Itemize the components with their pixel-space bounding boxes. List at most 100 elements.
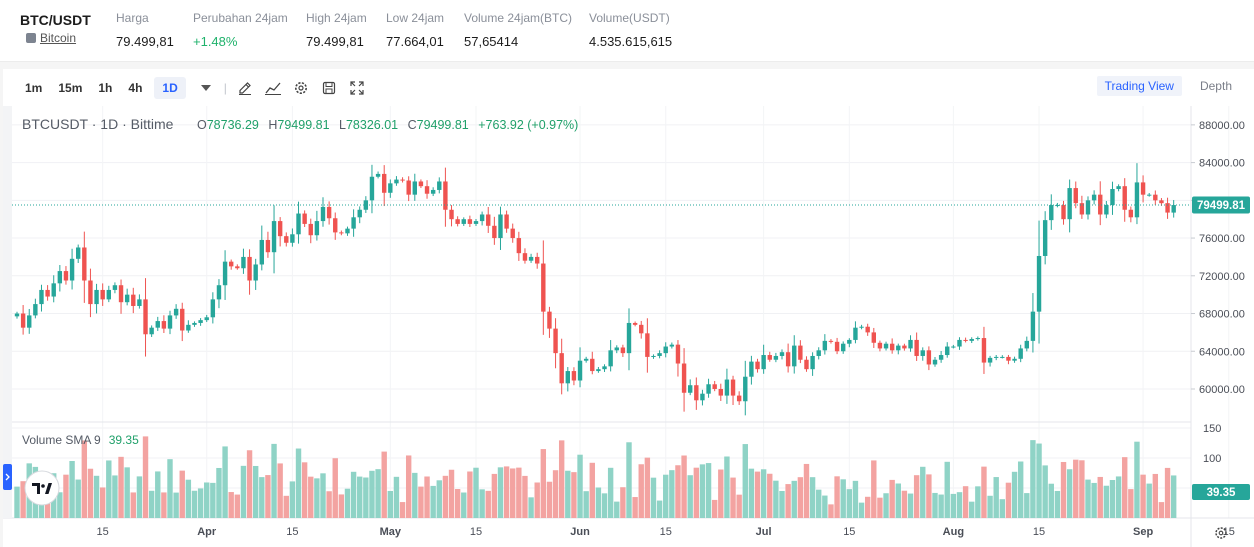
candle-body xyxy=(45,289,50,297)
candle-body xyxy=(449,209,454,220)
candle-body xyxy=(614,347,619,351)
volume-bar xyxy=(785,484,791,518)
candle-body xyxy=(749,361,754,377)
candle-body xyxy=(945,346,950,356)
ohlc-legend: BTCUSDT · 1D · Bittime O78736.29 H79499.… xyxy=(22,116,578,447)
volume-bar xyxy=(1109,479,1116,518)
volume-bar xyxy=(595,487,602,518)
fullscreen-icon[interactable] xyxy=(343,77,371,99)
candle-body xyxy=(198,320,203,323)
candle-body xyxy=(926,350,932,365)
timeframe-dropdown-icon[interactable] xyxy=(192,77,220,99)
save-icon[interactable] xyxy=(315,77,343,99)
volume-bar xyxy=(577,454,583,518)
candle-body xyxy=(363,200,369,210)
volume-bar xyxy=(228,492,234,518)
candle-body xyxy=(889,343,895,351)
tab-depth[interactable]: Depth xyxy=(1199,79,1232,93)
volume-badge: 39.35 xyxy=(1192,484,1250,500)
candle-body xyxy=(994,356,999,358)
tradingview-logo[interactable] xyxy=(24,470,60,506)
legend-c-label: C xyxy=(408,118,417,132)
volume-bar xyxy=(571,472,577,518)
coin-name[interactable]: Bitcoin xyxy=(40,31,77,45)
candle-body xyxy=(987,357,993,363)
volume-bar xyxy=(558,440,565,518)
tab-trading-view[interactable]: Trading View xyxy=(1096,76,1182,96)
candle-body xyxy=(981,338,987,363)
volume-bar xyxy=(852,480,859,518)
pair-symbol[interactable]: BTC/USDT xyxy=(20,12,91,28)
candle-body xyxy=(1067,188,1072,220)
candle-body xyxy=(553,328,558,354)
volume-bar xyxy=(767,473,773,518)
candle-body xyxy=(1085,200,1091,215)
candle-body xyxy=(626,322,632,354)
volume-bar xyxy=(822,495,828,518)
volume-bar xyxy=(271,443,277,518)
volume-bar xyxy=(399,502,406,518)
volume-bar xyxy=(693,467,700,518)
volume-bar xyxy=(626,442,632,518)
axis-settings-gear-icon[interactable] xyxy=(1215,527,1227,539)
candle-body xyxy=(296,213,301,235)
ticker-stat: Harga 79.499,81 xyxy=(116,11,174,49)
volume-bar xyxy=(920,466,926,518)
timeframe-1D[interactable]: 1D xyxy=(154,76,186,99)
settings-gear-icon[interactable] xyxy=(287,77,315,99)
candle-body xyxy=(902,345,907,349)
candle-body xyxy=(975,338,981,340)
candle-body xyxy=(412,181,417,195)
x-tick-label: 15 xyxy=(1223,526,1235,538)
candle-body xyxy=(865,326,870,333)
volume-bar xyxy=(308,476,314,518)
left-gutter xyxy=(3,106,12,518)
candle-body xyxy=(216,285,222,300)
candle-body xyxy=(339,232,344,234)
candle-body xyxy=(204,317,209,321)
candle-body xyxy=(369,176,375,201)
candle-body xyxy=(743,376,748,402)
timeframe-15m[interactable]: 15m xyxy=(58,80,83,95)
candle-body xyxy=(473,221,479,224)
volume-bar xyxy=(442,475,449,518)
side-toggle-button[interactable] xyxy=(3,464,12,490)
volume-bar xyxy=(87,468,94,518)
candle-body xyxy=(908,339,913,349)
volume-bar xyxy=(601,493,608,518)
volume-bar xyxy=(448,469,455,518)
timeframe-1m[interactable]: 1m xyxy=(25,80,43,95)
candle-body xyxy=(33,304,38,316)
candle-body xyxy=(424,186,430,194)
coin-link[interactable]: Bitcoin xyxy=(26,31,76,45)
volume-bar xyxy=(252,465,259,518)
candle-body xyxy=(479,214,485,222)
volume-bar xyxy=(981,466,987,518)
ticker-stat-value: 57,65414 xyxy=(464,34,519,49)
candle-body xyxy=(492,225,497,239)
volume-bar xyxy=(112,475,118,518)
volume-bar xyxy=(773,480,779,518)
volume-bar xyxy=(552,470,559,518)
volume-bar xyxy=(1164,467,1171,518)
volume-bar xyxy=(858,502,865,518)
candle-body xyxy=(957,339,962,347)
time-axis[interactable]: 15 Apr 15 May 15 Jun 15 Jul 15 Aug 15 Sep 15 xyxy=(97,526,1235,538)
draw-pencil-icon[interactable] xyxy=(231,77,259,99)
candle-body xyxy=(718,388,723,396)
candle-body xyxy=(155,321,160,328)
coin-icon xyxy=(26,33,36,43)
volume-tick-label: 150 xyxy=(1203,423,1221,435)
volume-bar xyxy=(295,448,302,518)
timeframe-1h[interactable]: 1h xyxy=(98,80,113,95)
candle-body xyxy=(1116,186,1121,190)
indicators-icon[interactable] xyxy=(259,77,287,99)
volume-bar xyxy=(620,487,626,518)
volume-bar xyxy=(907,493,914,518)
legend-change: +763.92 (+0.97%) xyxy=(478,118,578,132)
volume-bar xyxy=(479,489,485,518)
volume-bar xyxy=(669,470,675,518)
candle-body xyxy=(779,352,785,356)
timeframe-4h[interactable]: 4h xyxy=(128,80,143,95)
price-chart[interactable]: 88000.0084000.0080000.0076000.0072000.00… xyxy=(3,106,1254,547)
